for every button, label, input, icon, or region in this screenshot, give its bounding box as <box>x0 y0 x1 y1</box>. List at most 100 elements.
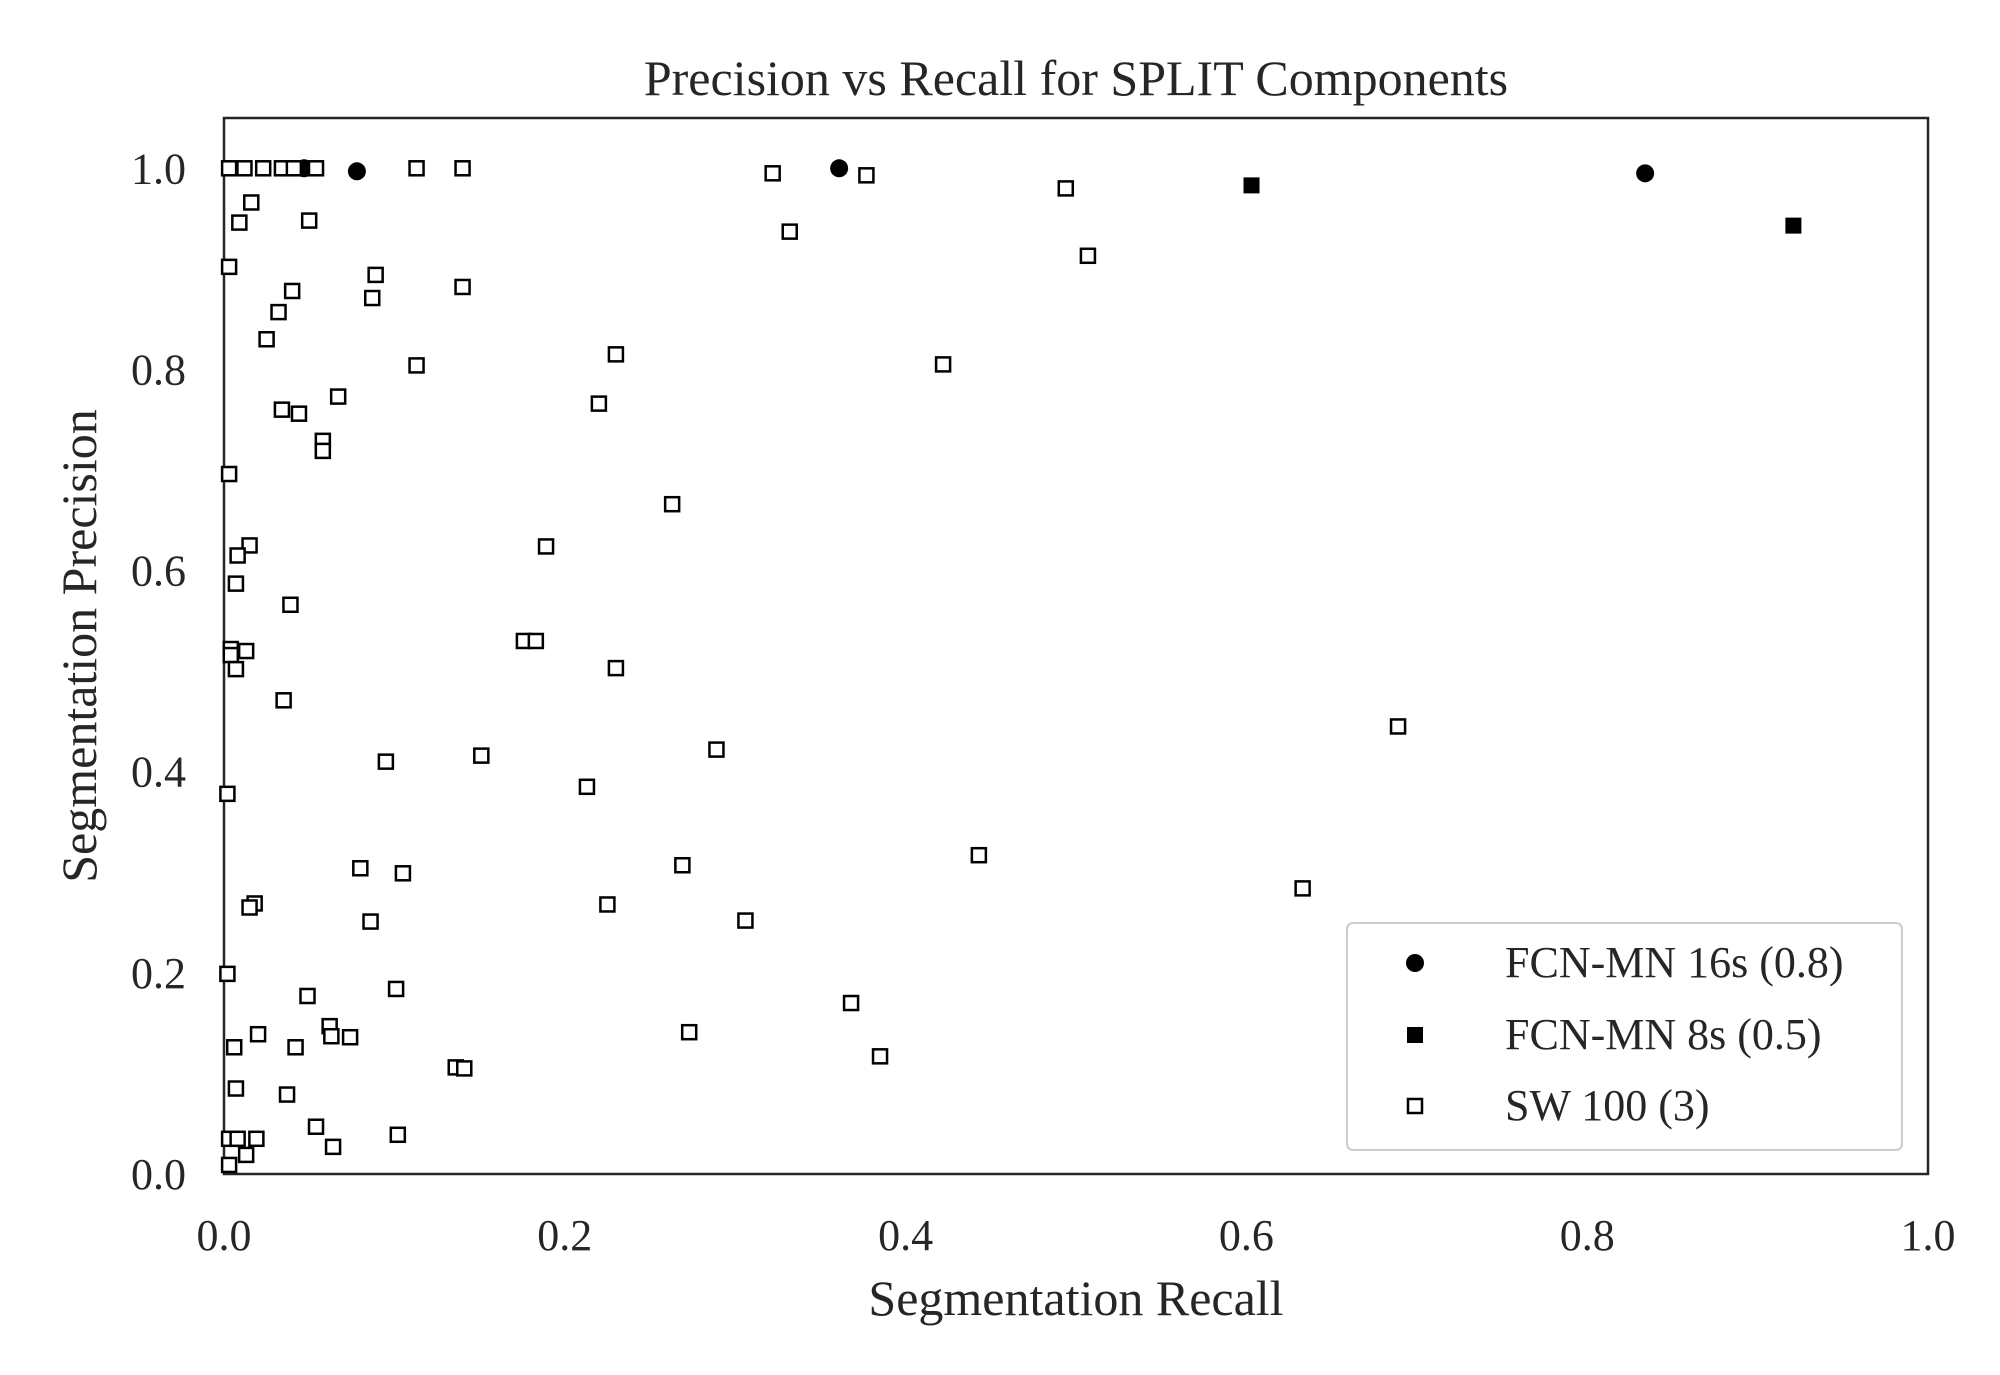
data-point-hollow-square <box>249 1025 267 1043</box>
data-point-hollow-square <box>708 741 725 758</box>
data-point-hollow-square <box>229 1130 246 1148</box>
data-point-hollow-square <box>227 1080 245 1097</box>
y-tick-label: 0.0 <box>131 1150 186 1199</box>
data-point-hollow-square <box>737 912 754 929</box>
data-point-hollow-square <box>764 165 781 182</box>
y-tick-label: 0.6 <box>131 547 186 596</box>
data-point-hollow-square <box>527 632 545 650</box>
data-point-hollow-square <box>858 167 875 184</box>
legend-label-sw-100: SW 100 (3) <box>1505 1081 1710 1130</box>
data-point-hollow-square <box>781 223 798 240</box>
data-point-hollow-square <box>219 785 236 803</box>
data-point-filled-circle <box>347 162 366 181</box>
data-point-hollow-square <box>1057 180 1075 197</box>
legend-entry-fcn-16s: FCN-MN 16s (0.8) <box>1406 938 1844 987</box>
legend-entry-sw-100: SW 100 (3) <box>1406 1081 1710 1130</box>
y-tick-labels: 0.0 0.2 0.4 0.6 0.8 1.0 <box>131 144 186 1199</box>
data-point-filled-circle <box>1636 164 1655 183</box>
x-tick-label: 0.8 <box>1560 1211 1615 1260</box>
data-point-hollow-square <box>842 994 860 1012</box>
data-point-hollow-square <box>283 282 301 300</box>
data-point-hollow-square <box>456 1060 473 1077</box>
data-point-hollow-square <box>314 442 332 460</box>
data-point-hollow-square <box>454 160 471 177</box>
y-tick-label: 0.2 <box>131 949 186 998</box>
data-point-hollow-square <box>285 160 303 177</box>
data-point-hollow-square <box>323 1027 340 1045</box>
data-point-hollow-square <box>1389 718 1407 735</box>
data-point-hollow-square <box>270 303 287 321</box>
y-tick-label: 0.4 <box>131 748 186 797</box>
legend-marker-filled-circle <box>1406 954 1424 972</box>
legend-label-fcn-16s: FCN-MN 16s (0.8) <box>1505 938 1844 987</box>
x-tick-label: 0.6 <box>1219 1211 1274 1260</box>
data-point-hollow-square <box>607 346 625 363</box>
y-tick-label: 0.8 <box>131 345 186 394</box>
data-point-hollow-square <box>248 1130 265 1148</box>
data-point-hollow-square <box>222 646 240 664</box>
x-tick-label: 0.2 <box>537 1211 592 1260</box>
y-tick-label: 1.0 <box>131 144 186 193</box>
data-point-hollow-square <box>352 860 369 877</box>
data-point-hollow-square <box>362 913 379 930</box>
x-tick-labels: 0.0 0.2 0.4 0.6 0.8 1.0 <box>197 1211 1956 1260</box>
data-point-hollow-square <box>220 258 238 276</box>
data-points <box>219 159 1802 1174</box>
data-point-hollow-square <box>307 160 325 177</box>
data-point-hollow-square <box>341 1028 359 1046</box>
data-point-hollow-square <box>300 212 318 229</box>
data-point-hollow-square <box>237 642 255 660</box>
data-point-hollow-square <box>227 660 245 678</box>
data-point-hollow-square <box>599 896 616 913</box>
data-point-hollow-square <box>408 160 425 177</box>
data-point-filled-circle <box>830 159 849 178</box>
data-point-hollow-square <box>394 865 412 882</box>
data-point-hollow-square <box>363 289 381 307</box>
data-point-hollow-square <box>258 331 275 348</box>
data-point-hollow-square <box>607 659 625 677</box>
legend-label-fcn-8s: FCN-MN 8s (0.5) <box>1505 1010 1822 1059</box>
data-point-hollow-square <box>537 538 555 555</box>
data-point-hollow-square <box>220 160 238 177</box>
x-tick-label: 1.0 <box>1901 1211 1956 1260</box>
data-point-hollow-square <box>237 1146 255 1164</box>
data-point-filled-square <box>1785 217 1802 234</box>
data-point-hollow-square <box>674 856 691 874</box>
data-point-hollow-square <box>236 160 253 177</box>
data-point-hollow-square <box>287 1039 304 1056</box>
legend-box <box>1346 922 1903 1151</box>
data-point-hollow-square <box>934 356 952 373</box>
data-point-hollow-square <box>367 266 384 284</box>
data-point-hollow-square <box>389 1126 407 1144</box>
data-point-hollow-square <box>377 753 395 770</box>
data-point-hollow-square <box>329 388 347 405</box>
data-point-hollow-square <box>278 1086 296 1103</box>
legend-marker-filled-square <box>1407 1027 1423 1043</box>
data-point-hollow-square <box>1079 247 1097 265</box>
data-point-hollow-square <box>387 980 405 998</box>
data-point-hollow-square <box>473 747 490 764</box>
data-point-hollow-square <box>275 692 292 709</box>
data-point-hollow-square <box>1294 880 1311 897</box>
x-tick-label: 0.0 <box>197 1211 252 1260</box>
data-point-hollow-square <box>290 405 308 422</box>
data-point-hollow-square <box>299 987 316 1005</box>
legend-entry-fcn-8s: FCN-MN 8s (0.5) <box>1407 1010 1822 1059</box>
data-point-hollow-square <box>970 846 988 864</box>
data-point-hollow-square <box>254 160 272 177</box>
data-point-hollow-square <box>231 214 248 231</box>
data-point-hollow-square <box>225 1039 243 1056</box>
y-axis-label: Segmentation Precision <box>51 409 107 883</box>
data-point-hollow-square <box>408 357 425 374</box>
data-point-hollow-square <box>227 575 245 592</box>
x-axis-label: Segmentation Recall <box>868 1270 1283 1326</box>
data-point-hollow-square <box>241 899 258 916</box>
data-point-hollow-square <box>220 1156 238 1174</box>
data-point-filled-square <box>1243 177 1260 194</box>
data-point-hollow-square <box>229 547 246 564</box>
data-point-hollow-square <box>273 401 291 418</box>
data-point-hollow-square <box>282 596 299 614</box>
data-point-hollow-square <box>871 1048 889 1065</box>
